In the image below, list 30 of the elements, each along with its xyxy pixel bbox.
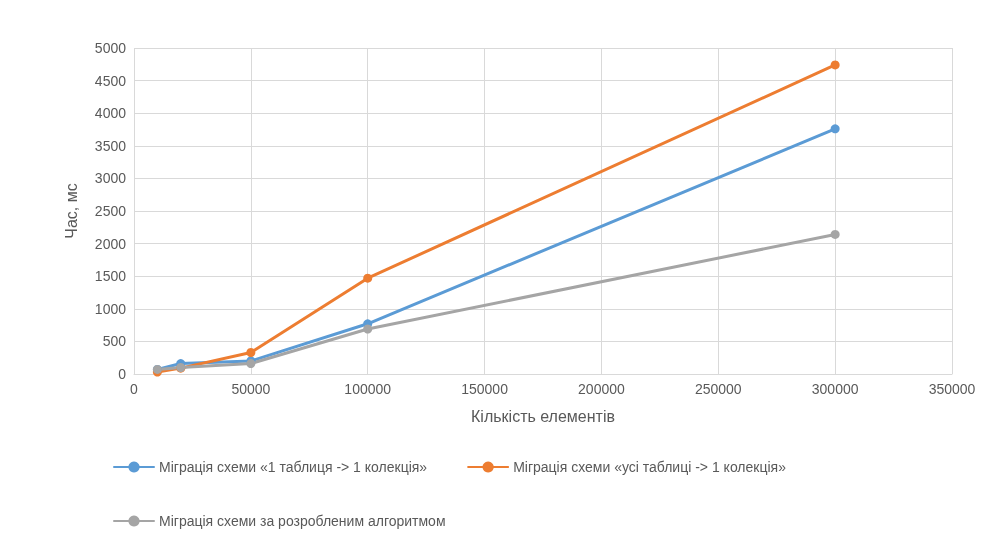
legend-label: Міграція схеми за розробленим алгоритмом [159, 513, 446, 529]
y-tick-label: 1500 [94, 268, 127, 285]
point [363, 324, 373, 334]
y-tick-label: 4500 [94, 72, 127, 89]
y-tick-label: 0 [118, 366, 127, 382]
x-tick-label: 0 [130, 381, 139, 397]
y-tick-label: 4000 [94, 105, 127, 122]
x-tick-label: 100000 [344, 381, 392, 397]
x-tick-label: 350000 [928, 381, 976, 397]
x-tick-label: 300000 [811, 381, 859, 397]
x-tick-label: 50000 [231, 381, 271, 397]
x-axis-title: Кількість елементів [471, 407, 615, 425]
y-tick-label: 5000 [94, 40, 127, 56]
y-tick-label: 500 [102, 333, 127, 350]
legend-label: Міграція схеми «1 таблиця -> 1 колекція» [159, 459, 428, 475]
y-tick-label: 1000 [94, 300, 127, 317]
point [830, 124, 840, 134]
x-tick-label: 250000 [694, 381, 742, 397]
point [363, 273, 373, 283]
y-tick-label: 2500 [94, 203, 127, 219]
x-tick-label: 200000 [578, 381, 625, 397]
point [246, 347, 256, 357]
y-axis-title: Час, мс [62, 183, 80, 239]
x-tick-label: 150000 [461, 381, 509, 397]
y-tick-label: 3500 [94, 137, 127, 154]
y-tick-label: 3000 [94, 170, 127, 187]
point [830, 229, 840, 239]
point [830, 60, 840, 70]
legend-label: Міграція схеми «усі таблиці -> 1 колекція» [513, 459, 787, 475]
y-tick-label: 2000 [94, 235, 127, 252]
